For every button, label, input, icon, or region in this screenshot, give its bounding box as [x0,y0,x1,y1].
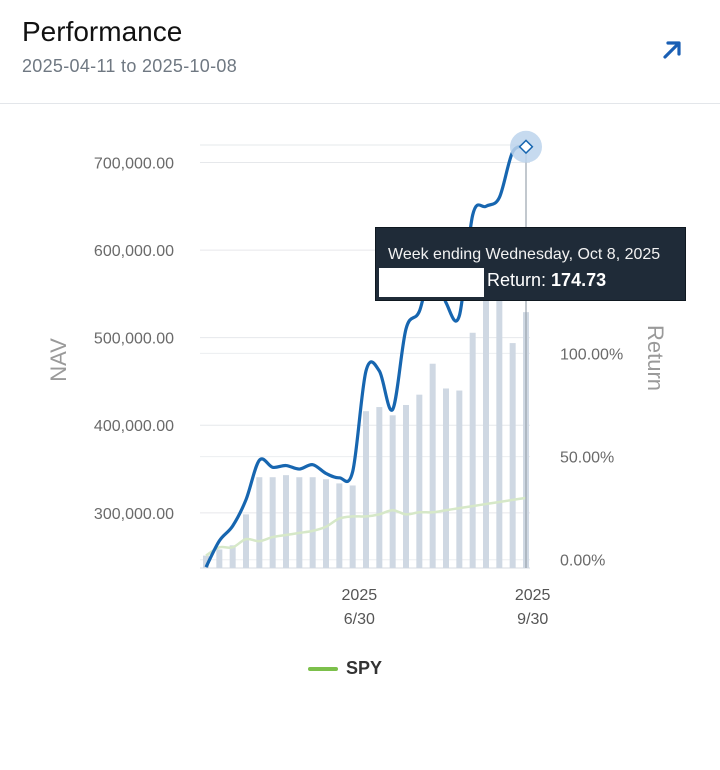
return-bar [256,477,263,568]
tooltip-return: Return: 174.73 [487,270,606,291]
legend-item-spy[interactable]: SPY [308,658,382,679]
return-bar [229,545,236,568]
y-axis-right-title: Return [643,325,668,391]
y-axis-left: 700,000.00 600,000.00 500,000.00 400,000.00… [94,156,174,523]
return-bar [309,477,316,568]
return-bar [496,291,503,568]
return-bar [296,477,303,568]
return-bar [389,415,396,568]
nav-line [204,144,527,568]
return-bar [349,485,356,568]
return-bar [283,475,289,568]
y-left-tick-label: 600,000.00 [94,243,174,260]
return-bar [509,343,516,568]
y-right-tick-label: 0.00% [560,553,605,570]
spy-line [205,496,527,557]
return-bar [203,555,209,568]
spy-series [205,496,527,557]
return-bars [203,270,529,568]
y-right-tick-label: 50.00% [560,450,614,467]
x-tick-year: 2025 [515,587,551,604]
return-bar [216,549,223,568]
redaction-box [379,268,484,297]
page-title: Performance [22,16,183,47]
arrow-up-right-icon[interactable] [656,34,688,66]
y-left-tick-label: 500,000.00 [94,331,174,348]
x-tick-year: 2025 [342,587,378,604]
return-bar [376,407,383,568]
return-bar [403,404,409,568]
performance-chart[interactable]: 700,000.00 600,000.00 500,000.00 400,000.00… [0,104,720,770]
return-bar [483,270,489,568]
x-axis: 2025 6/30 2025 9/30 [342,587,551,628]
chart-tooltip: Week ending Wednesday, Oct 8, 2025 Retur… [375,227,686,301]
return-bar [469,332,476,568]
y-axis-left-title: NAV [46,338,71,382]
return-bar [363,411,369,568]
legend-swatch [308,666,338,671]
y-right-tick-label: 100.00% [560,346,623,363]
return-bar [416,394,423,568]
y-left-tick-label: 300,000.00 [94,506,174,523]
y-left-tick-label: 400,000.00 [94,418,174,435]
return-bar [323,479,329,568]
tooltip-return-label: Return: [487,270,547,290]
return-bar [443,388,449,568]
tooltip-title: Week ending Wednesday, Oct 8, 2025 [388,246,661,263]
return-bar [456,390,463,568]
panel-header: Performance 2025-04-11 to 2025-10-08 [0,0,720,104]
return-bar [243,514,249,568]
hover-indicator [510,130,542,568]
y-left-tick-label: 700,000.00 [94,156,174,173]
return-bar [269,477,276,568]
nav-series [204,144,527,568]
date-range: 2025-04-11 to 2025-10-08 [22,56,238,76]
x-tick-date: 6/30 [344,611,375,628]
x-tick-date: 9/30 [517,611,548,628]
legend-label: SPY [346,658,383,678]
hover-marker [518,139,534,155]
tooltip-return-value: 174.73 [551,270,607,290]
return-bar [336,483,343,568]
y-axis-right: 100.00% 50.00% 0.00% [560,346,623,569]
return-bar [429,363,436,568]
